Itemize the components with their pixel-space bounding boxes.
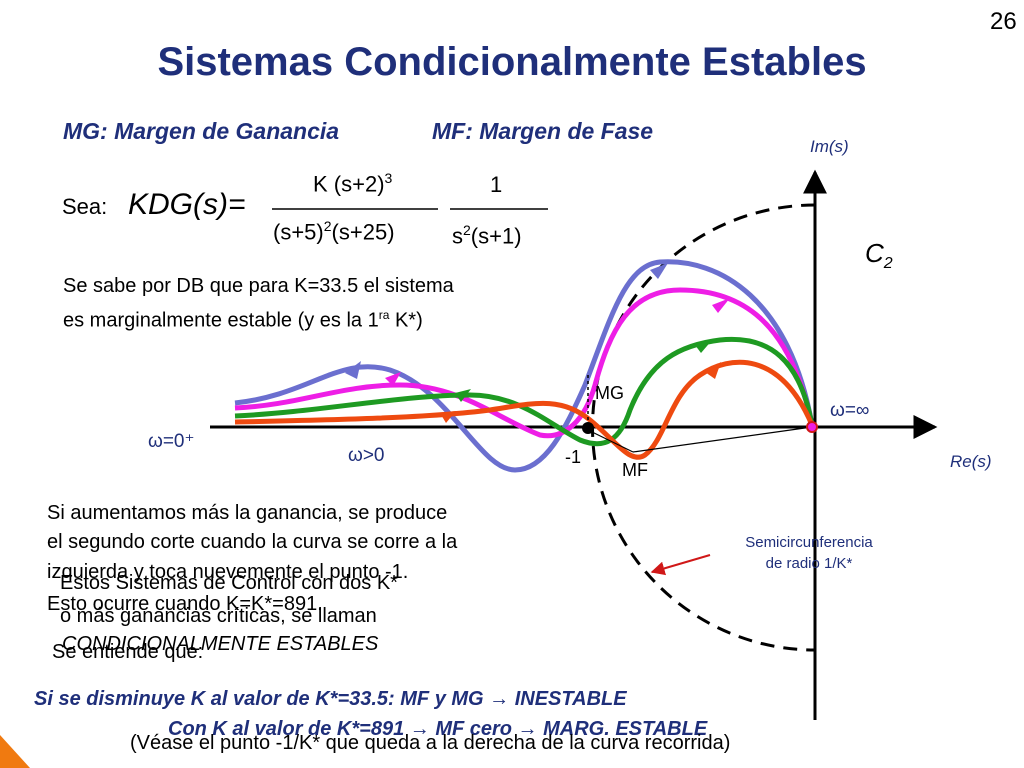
blue-arrow-2 (650, 263, 668, 279)
conditional-line-2: o más ganancias críticas, se llaman (60, 605, 377, 627)
real-axis-label: Re(s) (950, 452, 992, 471)
omega-infinity-label: ω=∞ (830, 400, 870, 421)
mf-line-2 (632, 426, 813, 453)
conclusion-line-1: Si se disminuye K al valor de K*=33.5: M… (34, 688, 627, 710)
curve-orange (234, 359, 815, 460)
green-arrow-1 (455, 389, 471, 402)
mf-label: MF (622, 460, 648, 480)
minus-one-point (582, 422, 594, 434)
blue-arrow-1 (345, 361, 361, 379)
more-gain-line-1: Si aumentamos más la ganancia, se produc… (47, 502, 448, 524)
mg-label: MG (595, 383, 624, 403)
orange-arrow-2 (705, 362, 721, 379)
conclusion-line-3: (Véase el punto -1/K* que queda a la der… (130, 732, 731, 754)
conditional-line-3: CONDICIONALMENTE ESTABLES (62, 633, 379, 655)
minus-one-label: -1 (565, 447, 582, 467)
omega-zero-label: ω=0⁺ (148, 431, 195, 452)
orange-arrow-1 (440, 411, 456, 423)
omega-positive-label: ω>0 (348, 445, 385, 466)
db-line-2: es marginalmente estable (y es la 1ra K*… (63, 308, 423, 332)
conclusion-line-2: Con K al valor de K*=891 → MF cero → MAR… (168, 718, 708, 740)
magenta-arrow-2 (712, 298, 730, 313)
semicircle-note: Semicircunferencia de radio 1/K* (745, 534, 873, 572)
curve-magenta (234, 287, 815, 439)
numerator-1: K (s+2)3 (313, 170, 393, 197)
denominator-1: (s+5)2(s+25) (273, 218, 395, 245)
more-gain-line-5: Se entiende que: (52, 641, 204, 663)
curve-green (234, 336, 815, 447)
more-gain-line-4: Esto ocurre cuando K=K*=891. (47, 593, 323, 615)
slide-title: Sistemas Condicionalmente Estables (157, 40, 867, 84)
mf-heading: MF: Margen de Fase (432, 118, 654, 144)
db-line-1: Se sabe por DB que para K=33.5 el sistem… (63, 275, 454, 297)
mg-heading: MG: Margen de Ganancia (63, 118, 340, 144)
magenta-arrow-1 (385, 372, 401, 386)
slide-number: 26 (990, 8, 1017, 35)
conditional-line-1: Estos Sistemas de Control con dos K* (60, 572, 398, 594)
c2-label: C2 (865, 238, 893, 273)
imag-axis-label: Im(s) (810, 137, 849, 156)
more-gain-line-2: el segundo corte cuando la curva se corr… (47, 531, 458, 553)
semicircle-pointer (650, 554, 711, 576)
green-arrow-2 (695, 339, 713, 353)
mf-line-1 (587, 429, 634, 453)
denominator-2: s2(s+1) (452, 222, 522, 249)
sea-label: Sea: (62, 194, 108, 219)
equation-lhs: KDG(s)= (128, 188, 246, 221)
numerator-2: 1 (490, 172, 503, 197)
origin-point (806, 421, 818, 433)
more-gain-line-3: izquierda y toca nuevemente el punto -1. (47, 561, 409, 583)
